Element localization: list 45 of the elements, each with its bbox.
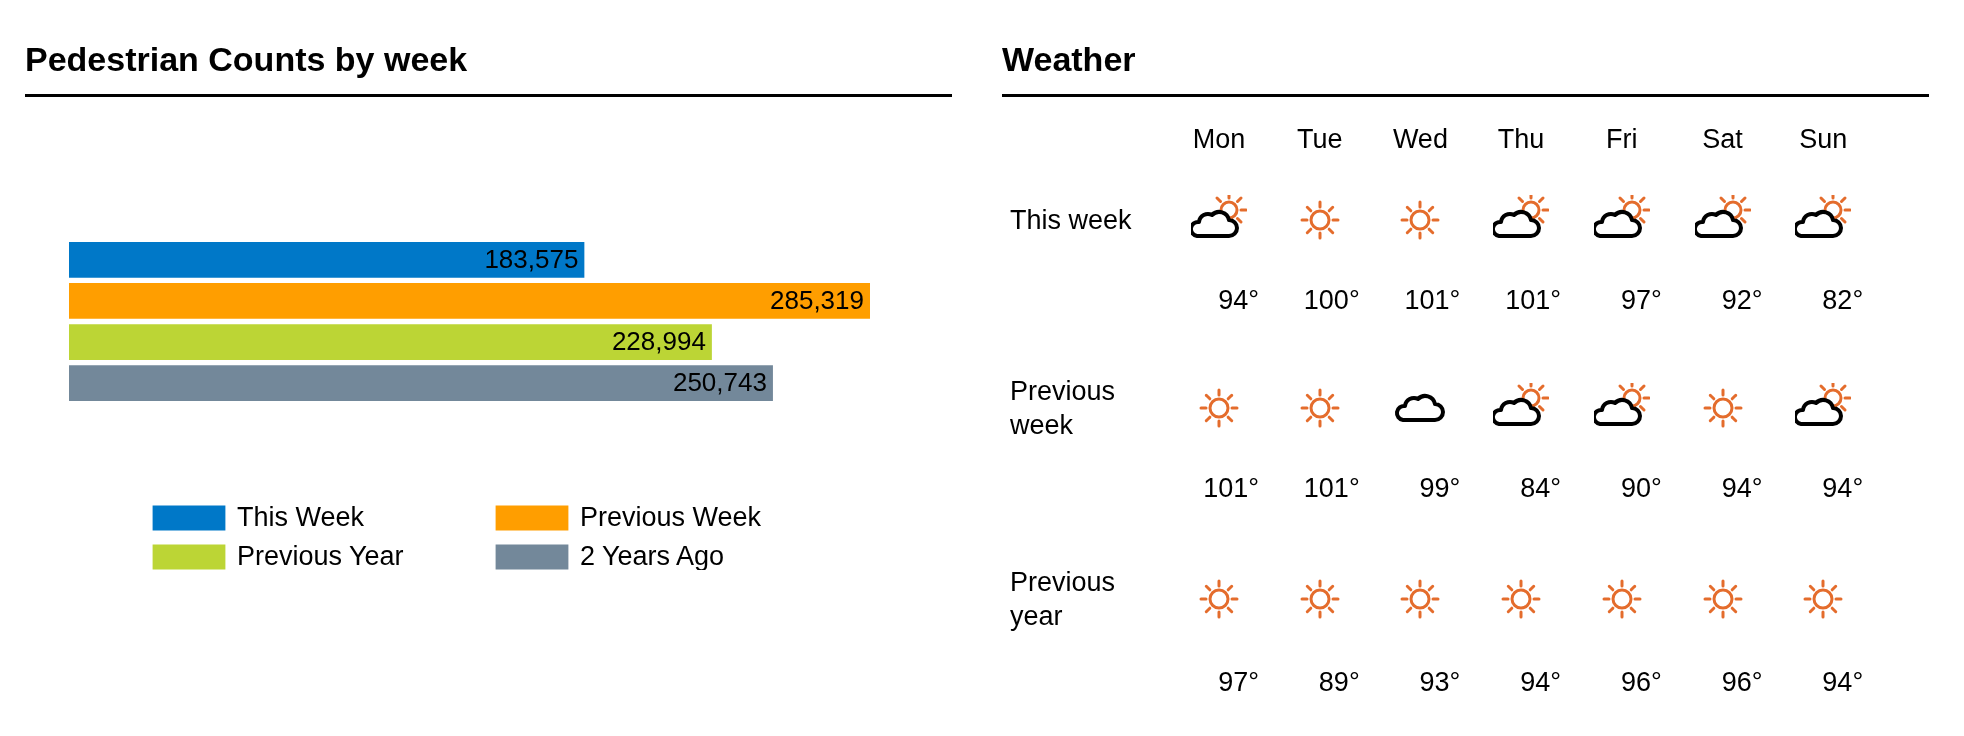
text: 94° [1822, 667, 1864, 697]
text: 96° [1620, 667, 1662, 697]
category-label: Fri [1605, 124, 1639, 155]
text: Weather [1002, 40, 1929, 97]
bar [69, 242, 585, 278]
text: 94° [1218, 285, 1259, 315]
text: 94° [1822, 473, 1864, 503]
text: 101° [1203, 473, 1259, 503]
category-label: Wed [1391, 124, 1449, 155]
category-label: Sun [1798, 124, 1849, 155]
text: 84° [1520, 473, 1562, 503]
category-label: Sat [1701, 124, 1744, 155]
category-label: Mon [1191, 124, 1247, 155]
bar [69, 365, 773, 401]
text: 97° [1620, 285, 1662, 315]
text: 94° [1520, 667, 1562, 697]
data-label: 250,743 [672, 367, 767, 398]
text: 90° [1620, 473, 1662, 503]
text: 93° [1419, 667, 1461, 697]
text: 101° [1404, 285, 1461, 315]
category-label: Tue [1295, 124, 1344, 155]
legend-label: Previous Week [580, 502, 762, 532]
category-label: Thu [1496, 124, 1546, 155]
data-label: 183,575 [484, 243, 579, 274]
category-label: This week [1010, 205, 1132, 235]
chart-title: Pedestrian Counts by week [25, 40, 952, 97]
text: 97° [1218, 667, 1259, 697]
category-label: Previous week [1010, 376, 1116, 440]
legend-label: 2 Years Ago [580, 541, 725, 571]
bar [69, 283, 870, 319]
text: 94° [1721, 473, 1763, 503]
text: 89° [1318, 667, 1360, 697]
text: 96° [1721, 667, 1763, 697]
text: 92° [1721, 285, 1763, 315]
data-label: 228,994 [611, 326, 706, 357]
data-label: 285,319 [770, 284, 864, 315]
legend-label: Previous Year [237, 541, 404, 571]
text: 82° [1822, 285, 1864, 315]
text: 100° [1303, 285, 1360, 315]
text: 101° [1505, 285, 1562, 315]
category-label: Previous year [1010, 567, 1116, 631]
text: 99° [1419, 473, 1461, 503]
text: 101° [1303, 473, 1360, 503]
legend-label: This Week [237, 502, 365, 532]
bar [69, 324, 712, 360]
